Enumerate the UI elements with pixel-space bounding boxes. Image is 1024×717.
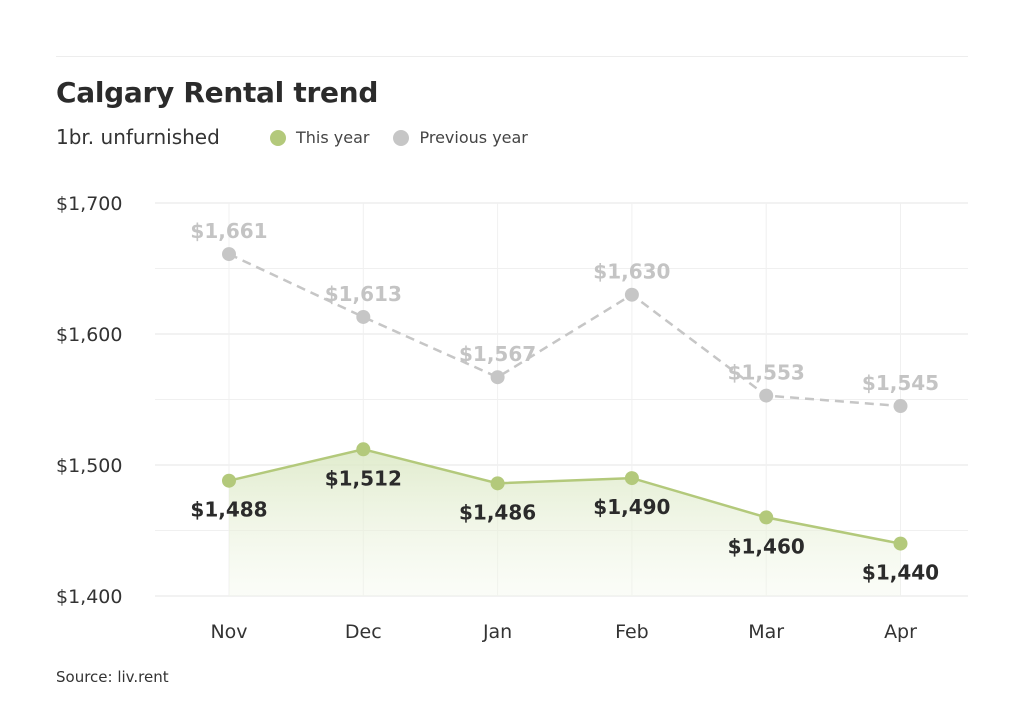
this-year-line bbox=[228, 447, 901, 545]
previous-year-point bbox=[624, 287, 639, 302]
y-tick-label: $1,500 bbox=[56, 455, 122, 477]
previous-year-point bbox=[356, 309, 371, 324]
top-divider bbox=[56, 56, 968, 57]
previous-year-label: $1,613 bbox=[325, 282, 402, 306]
previous-year-label: $1,553 bbox=[728, 361, 805, 385]
previous-year-point bbox=[222, 247, 236, 262]
this-year-label: $1,488 bbox=[190, 498, 267, 522]
this-year-label: $1,440 bbox=[862, 561, 939, 585]
legend-item-this-year: This year bbox=[270, 128, 369, 147]
chart-title: Calgary Rental trend bbox=[56, 76, 379, 109]
this-year-label: $1,486 bbox=[459, 500, 536, 524]
series-lines bbox=[228, 252, 901, 545]
chart-subtitle: 1br. unfurnished bbox=[56, 125, 220, 149]
this-year-point bbox=[222, 473, 236, 488]
previous-year-label: $1,567 bbox=[459, 342, 536, 366]
this-year-area bbox=[229, 449, 901, 596]
this-year-label: $1,512 bbox=[325, 466, 402, 490]
series-points bbox=[222, 247, 908, 551]
previous-year-point bbox=[759, 388, 774, 403]
y-tick-label: $1,400 bbox=[56, 586, 122, 608]
legend-dot-previous-year bbox=[393, 129, 410, 146]
previous-year-point bbox=[893, 399, 908, 414]
y-tick-label: $1,600 bbox=[56, 324, 122, 346]
this-year-point bbox=[490, 476, 505, 491]
previous-year-point bbox=[490, 370, 505, 385]
area-fill bbox=[229, 449, 901, 596]
this-year-point bbox=[624, 471, 639, 486]
this-year-point bbox=[759, 510, 774, 525]
x-tick-label: Apr bbox=[884, 621, 917, 643]
legend-dot-this-year bbox=[270, 129, 286, 146]
legend: This year Previous year bbox=[270, 128, 528, 147]
x-tick-label: Jan bbox=[482, 621, 512, 643]
legend-label-this-year: This year bbox=[296, 128, 370, 147]
previous-year-label: $1,630 bbox=[593, 260, 670, 284]
previous-year-label: $1,545 bbox=[862, 371, 939, 395]
legend-label-previous-year: Previous year bbox=[419, 128, 528, 147]
this-year-point bbox=[356, 442, 371, 457]
x-tick-label: Dec bbox=[345, 621, 382, 643]
x-tick-label: Nov bbox=[210, 621, 247, 643]
this-year-label: $1,460 bbox=[728, 534, 805, 558]
data-labels: $1,661 $1,613 $1,567 $1,630 $1,553 $1,545 $1,4… bbox=[190, 219, 939, 585]
x-tick-label: Feb bbox=[615, 621, 649, 643]
y-tick-label: $1,700 bbox=[56, 193, 122, 215]
legend-item-previous-year: Previous year bbox=[393, 128, 528, 147]
source-note: Source: liv.rent bbox=[56, 668, 169, 686]
this-year-label: $1,490 bbox=[593, 495, 670, 519]
this-year-point bbox=[893, 536, 908, 551]
previous-year-label: $1,661 bbox=[190, 219, 267, 243]
x-tick-label: Mar bbox=[748, 621, 784, 643]
previous-year-line bbox=[228, 252, 901, 408]
axes: $1,400 $1,500 $1,600 $1,700 Nov Dec Jan Feb Mar A… bbox=[56, 193, 917, 643]
